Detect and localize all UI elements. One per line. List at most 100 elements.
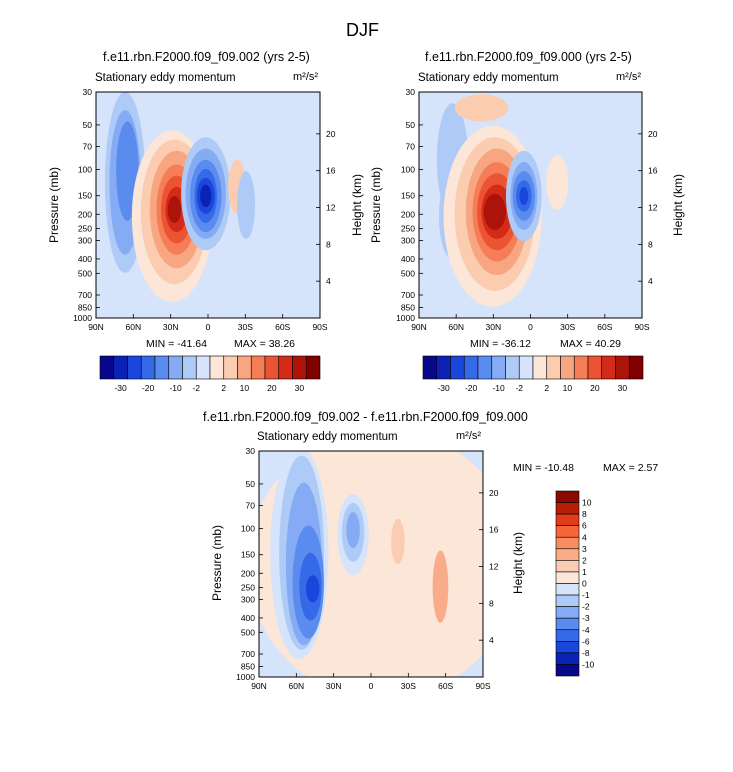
y-tick-label: 70 [406,142,416,152]
y-tick-label: 70 [83,142,93,152]
contour-fill [200,184,212,208]
colorbar1-box [278,355,293,380]
colorbar3-box [555,502,580,515]
colorbar2-box [505,355,520,380]
colorbar2-box [573,355,589,380]
colorbar1-label: 20 [267,383,277,393]
colorbar3-label: 4 [582,532,587,542]
x-tick-label: 90S [312,322,327,332]
contour-fill [116,121,139,221]
panel3-field [259,451,483,677]
colorbar3-label: -10 [582,659,595,669]
colorbar1-box [127,355,142,380]
colorbar2-box [560,355,575,380]
colorbar1-box [195,355,211,380]
contour-fill [519,186,529,206]
colorbar3-label: -6 [582,636,590,646]
contour-fill [454,94,509,122]
panel1-min: MIN = -41.64 [146,338,207,350]
colorbar1-box [305,355,321,380]
y-tick-label: 200 [78,209,92,219]
height-tick-label: 16 [326,166,336,176]
y-tick-label: 1000 [236,672,255,682]
colorbar1-label: -20 [142,383,155,393]
x-tick-label: 0 [206,322,211,332]
colorbar3-label: -4 [582,625,590,635]
colorbar3-box [555,536,580,550]
panel2-min: MIN = -36.12 [470,338,531,350]
colorbar1-box [168,355,183,380]
colorbar3-label: 1 [582,567,587,577]
y-tick-label: 1000 [73,313,92,323]
height-tick-label: 4 [489,635,494,645]
contour-fill [432,550,449,623]
colorbar1-label: -10 [169,383,182,393]
height-tick-label: 8 [489,598,494,608]
height-tick-label: 4 [326,276,331,286]
contour-fill [306,575,320,603]
panel2-units: m²/s² [616,71,642,83]
contour-fill [391,518,405,565]
colorbar1-box [182,355,197,380]
colorbar3-box [555,583,580,596]
y-tick-label: 700 [78,290,92,300]
y-tick-label: 50 [83,120,93,130]
height-tick-label: 12 [326,203,336,213]
colorbar3-box [555,513,580,526]
colorbar2-box [477,355,493,380]
colorbar3-box [555,548,580,561]
colorbar3-label: 8 [582,509,587,519]
y-tick-label: 300 [241,594,255,604]
colorbar1-box [237,355,252,380]
y-tick-label: 850 [401,303,415,313]
y-tick-label: 250 [241,583,255,593]
x-tick-label: 60N [448,322,464,332]
colorbar2-label: -10 [492,383,505,393]
colorbar3-box [555,606,580,619]
y-tick-label: 400 [401,254,415,264]
y-tick-label: 150 [241,550,255,560]
y-tick-label: 30 [406,87,416,97]
y-tick-label: 300 [401,235,415,245]
panel3-min: MIN = -10.48 [513,462,574,474]
y-tick-label: 150 [401,191,415,201]
colorbar2-box [587,355,603,380]
height-tick-label: 8 [648,239,653,249]
colorbar3-box [555,652,580,665]
height-tick-label: 16 [648,166,658,176]
panel1-max: MAX = 38.26 [234,338,295,350]
colorbar3-box [555,664,580,677]
contour-fill [167,195,182,224]
height-tick-label: 8 [326,239,331,249]
y-tick-label: 150 [78,191,92,201]
x-tick-label: 90N [251,681,267,691]
colorbar3-box [555,571,580,584]
colorbar2-box [436,355,451,380]
colorbar1-box [209,355,225,380]
contour-fill [483,193,506,230]
colorbar3-label: 6 [582,521,587,531]
height-tick-label: 20 [648,129,658,139]
colorbar2-box [518,355,534,380]
y-tick-label: 850 [78,303,92,313]
panel3-units: m²/s² [456,430,482,442]
colorbar2-label: 2 [544,383,549,393]
y-tick-label: 400 [78,254,92,264]
colorbar3-label: -3 [582,613,590,623]
colorbar1-label: 2 [221,383,226,393]
colorbar3-label: -2 [582,602,590,612]
contour-fill [546,155,569,210]
x-tick-label: 30S [238,322,253,332]
colorbar2-label: 30 [618,383,628,393]
colorbar3-box [555,525,580,538]
colorbar1-box [140,355,156,380]
colorbar2-box [450,355,465,380]
panel2-field [419,92,642,318]
y-tick-label: 1000 [396,313,415,323]
x-tick-label: 30S [401,681,416,691]
y-tick-label: 250 [401,224,415,234]
y-tick-label: 500 [78,268,92,278]
panel1-units: m²/s² [293,71,319,83]
colorbar3-label: 3 [582,544,587,554]
y-tick-label: 100 [401,165,415,175]
